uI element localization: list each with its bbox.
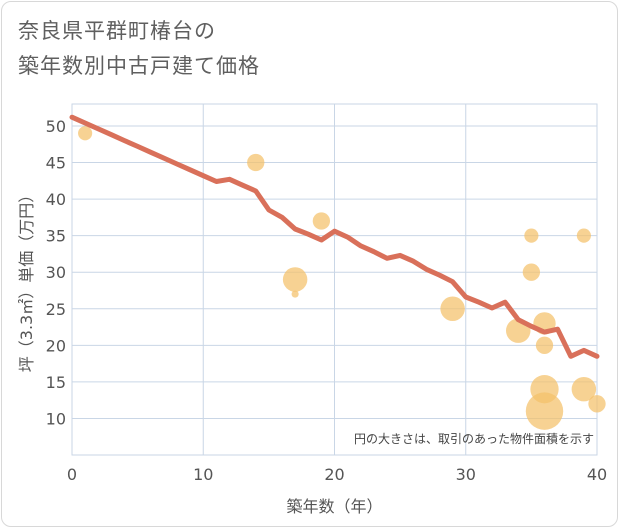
x-tick-label: 20 — [324, 465, 344, 484]
x-tick-label: 40 — [587, 465, 607, 484]
chart-title-line2: 築年数別中古戸建て価格 — [18, 54, 260, 78]
grid-lines — [71, 103, 598, 456]
data-bubble — [440, 296, 465, 321]
chart-title: 奈良県平群町椿台の 築年数別中古戸建て価格 — [18, 14, 260, 84]
data-bubble — [522, 263, 541, 281]
data-bubble — [571, 376, 597, 402]
data-bubble — [525, 392, 564, 430]
y-axis-label: 坪（3.3㎡）単価（万円） — [17, 187, 36, 372]
data-bubble — [282, 267, 308, 292]
y-tick-label: 25 — [46, 300, 66, 319]
average-price-line — [69, 114, 600, 359]
y-tick-label: 30 — [46, 263, 66, 282]
y-tick-label: 10 — [46, 409, 66, 428]
plot-border — [71, 103, 598, 456]
bubble-size-note: 円の大きさは、取引のあった物件面積を示す — [354, 431, 594, 446]
data-bubble — [247, 153, 265, 172]
y-tick-label: 50 — [46, 117, 66, 136]
data-bubble — [588, 395, 606, 413]
y-tick-label: 20 — [46, 336, 66, 355]
data-bubble — [78, 126, 93, 141]
data-bubble — [576, 228, 591, 243]
data-bubble — [524, 228, 539, 243]
axis-ticks: 0 10 20 30 40 10 15 20 25 30 35 40 45 50 — [46, 117, 608, 484]
x-tick-label: 0 — [67, 465, 77, 484]
chart-title-line1: 奈良県平群町椿台の — [18, 19, 216, 43]
x-axis-label: 築年数（年） — [286, 497, 382, 516]
y-tick-label: 45 — [46, 154, 66, 173]
x-tick-label: 10 — [193, 465, 213, 484]
data-bubble — [291, 290, 299, 298]
y-tick-label: 35 — [46, 227, 66, 246]
data-bubble — [312, 212, 331, 230]
x-tick-label: 30 — [456, 465, 476, 484]
y-tick-label: 15 — [46, 373, 66, 392]
data-bubble — [535, 336, 554, 354]
y-tick-label: 40 — [46, 190, 66, 209]
